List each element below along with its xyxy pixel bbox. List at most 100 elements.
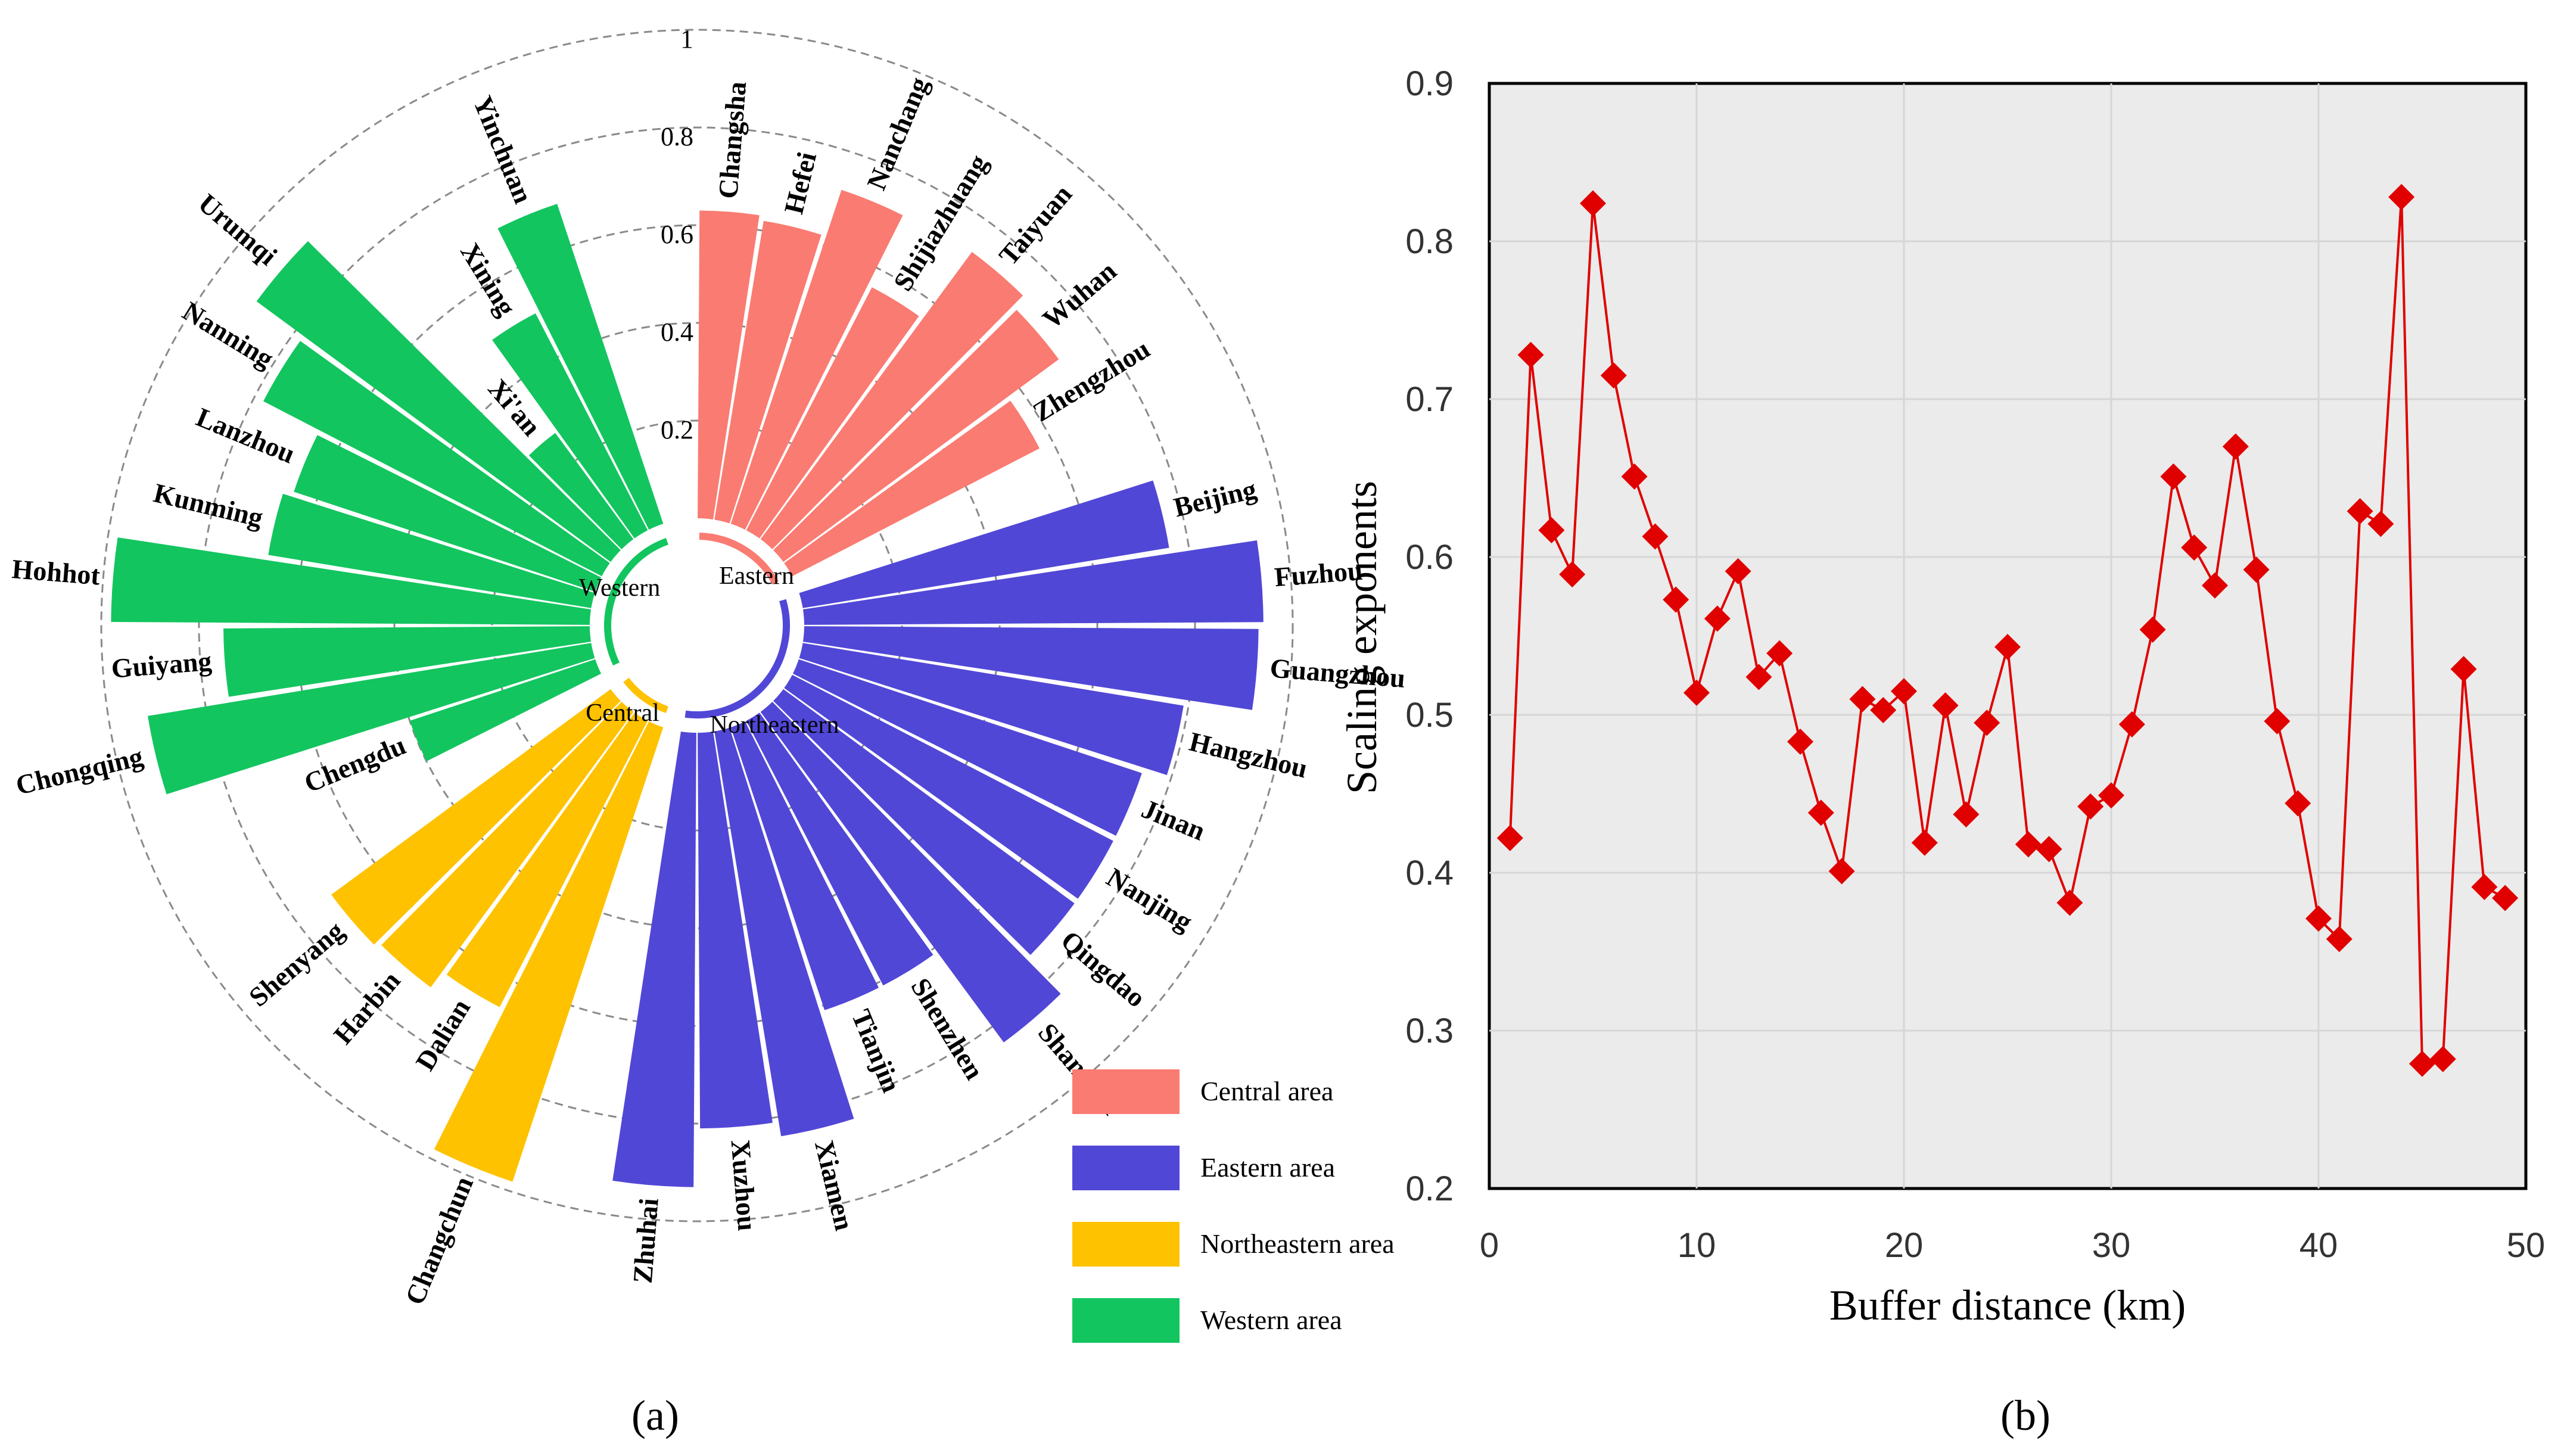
ring-tick-0.2: 0.2 — [661, 415, 693, 444]
data-point-8 — [1642, 523, 1669, 550]
data-point-34 — [2181, 534, 2208, 561]
region-arcs: Eastern Northeastern Central Western — [579, 533, 839, 739]
city-label-dalian: Dalian — [410, 994, 477, 1076]
grid-ring-0.4 — [393, 322, 1001, 929]
region-label-northeastern: Northeastern — [710, 711, 839, 739]
region-label-western: Western — [579, 574, 661, 602]
y-tick-0.5: 0.5 — [1405, 696, 1454, 735]
panel-a-label: (a) — [631, 1392, 679, 1439]
bar-xining — [492, 313, 648, 539]
radial-grid-rings — [100, 29, 1294, 1222]
data-point-17 — [1828, 858, 1855, 885]
x-tick-40: 40 — [2299, 1226, 2338, 1265]
data-point-29 — [2077, 793, 2104, 820]
data-point-44 — [2388, 183, 2415, 210]
circular-bar-chart: Eastern Northeastern Central Western Changs… — [11, 24, 1406, 1439]
data-point-26 — [2015, 831, 2042, 858]
data-point-5 — [1580, 190, 1606, 217]
ring-tick-1: 1 — [680, 24, 693, 54]
bar-nanjing — [784, 674, 1113, 899]
x-tick-50: 50 — [2507, 1226, 2546, 1265]
city-label-harbin: Harbin — [328, 965, 406, 1050]
data-point-1 — [1496, 825, 1523, 851]
y-tick-0.9: 0.9 — [1405, 64, 1454, 103]
y-tick-0.2: 0.2 — [1405, 1169, 1454, 1208]
bar-guangzhou — [802, 626, 1259, 710]
bar-taiyuan — [760, 251, 1023, 549]
data-point-23 — [1953, 801, 1980, 827]
bar-xi-an — [528, 433, 634, 549]
data-point-30 — [2098, 782, 2124, 809]
bar-hefei — [714, 220, 821, 524]
city-label-guiyang: Guiyang — [110, 646, 213, 684]
legend-swatch-eastern — [1072, 1146, 1180, 1190]
data-point-14 — [1766, 640, 1793, 667]
legend-label-western: Western area — [1200, 1305, 1342, 1335]
panel-b-label: (b) — [2000, 1392, 2050, 1439]
data-point-22 — [1932, 692, 1959, 719]
bar-guiyang — [223, 626, 592, 697]
city-label-urumqi: Urumqi — [192, 188, 283, 271]
city-label-hangzhou: Hangzhou — [1187, 726, 1311, 784]
data-point-39 — [2285, 790, 2311, 817]
y-axis-title: Scaling exponents — [1338, 481, 1386, 794]
bar-tianjin — [730, 721, 879, 1010]
data-point-41 — [2326, 926, 2352, 953]
legend-label-northeastern: Northeastern area — [1200, 1228, 1395, 1259]
x-tick-0: 0 — [1480, 1226, 1499, 1265]
y-tick-0.4: 0.4 — [1405, 854, 1454, 892]
bar-wuhan — [773, 310, 1059, 562]
ring-tick-labels: 0.2 0.4 0.6 0.8 1 — [661, 24, 693, 444]
data-point-3 — [1538, 517, 1565, 543]
city-label-lanzhou: Lanzhou — [192, 402, 299, 469]
bar-nanchang — [730, 189, 903, 530]
data-point-16 — [1807, 799, 1834, 826]
region-arc-western — [604, 537, 668, 666]
bar-qingdao — [773, 689, 1075, 955]
bars — [111, 189, 1264, 1187]
y-tick-0.6: 0.6 — [1405, 538, 1454, 577]
data-point-18 — [1849, 686, 1876, 713]
grid-ring-0.6 — [295, 224, 1099, 1027]
data-point-27 — [2036, 836, 2062, 863]
bar-yinchuan — [497, 204, 664, 530]
data-point-24 — [1974, 710, 2000, 736]
city-label-xiamen: Xiamen — [809, 1137, 860, 1233]
bar-changsha — [698, 210, 760, 520]
region-arc-eastern — [684, 599, 790, 718]
grid-ring-1 — [100, 29, 1294, 1222]
bar-hangzhou — [799, 643, 1184, 775]
city-label-taiyuan: Taiyuan — [993, 179, 1078, 270]
data-point-32 — [2139, 616, 2166, 643]
data-point-37 — [2243, 556, 2270, 583]
city-label-wuhan: Wuhan — [1037, 256, 1122, 335]
legend-swatch-western — [1072, 1298, 1180, 1343]
data-point-48 — [2471, 873, 2498, 900]
x-tick-10: 10 — [1678, 1226, 1716, 1265]
data-point-42 — [2347, 498, 2373, 525]
data-point-43 — [2367, 511, 2394, 537]
data-point-46 — [2429, 1046, 2456, 1072]
data-point-10 — [1684, 679, 1710, 706]
city-label-yinchuan: Yinchuan — [467, 91, 539, 207]
ring-tick-0.8: 0.8 — [661, 122, 693, 151]
line-chart: 0 10 20 30 40 50 0.2 0.3 0.4 0.5 0.6 0.7 0.8 0.9 Buf… — [1338, 64, 2545, 1439]
city-label-nanning: Nanning — [178, 295, 279, 374]
data-point-2 — [1517, 341, 1544, 368]
bar-shijiazhuang — [746, 287, 919, 539]
data-point-12 — [1725, 558, 1751, 584]
data-point-20 — [1891, 678, 1917, 705]
data-point-9 — [1663, 586, 1689, 613]
city-label-beijing: Beijing — [1171, 474, 1259, 522]
bar-nanning — [263, 341, 610, 577]
bar-shenyang — [331, 689, 621, 945]
bar-chengdu — [409, 659, 602, 761]
city-label-chongqing: Chongqing — [13, 741, 146, 801]
city-label-changchun: Changchun — [399, 1172, 479, 1309]
legend-label-central: Central area — [1200, 1076, 1333, 1106]
data-point-6 — [1600, 362, 1627, 389]
bar-chongqing — [148, 643, 595, 795]
bar-xiamen — [714, 727, 854, 1137]
ring-tick-0.4: 0.4 — [661, 318, 693, 347]
grid-ring-0.2 — [491, 419, 903, 832]
